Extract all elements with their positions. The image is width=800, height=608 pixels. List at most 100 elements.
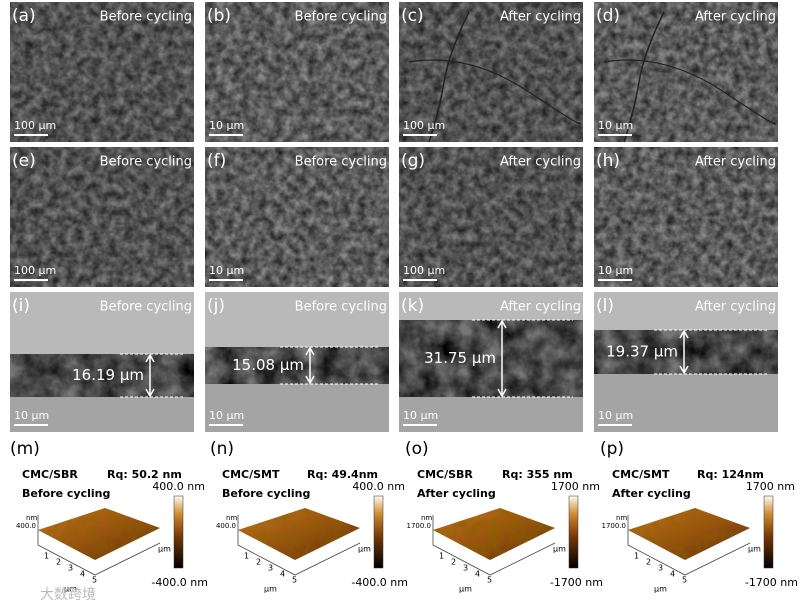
panel-label: (g): [401, 151, 425, 171]
substrate: [399, 397, 583, 432]
z-unit: nm: [26, 514, 37, 522]
sem-panel: (g) After cycling 100 μm: [399, 147, 583, 287]
crack: [623, 11, 665, 143]
crack: [428, 11, 470, 143]
x-tick: 2: [56, 558, 61, 567]
x-unit: μm: [264, 585, 277, 594]
sem-panel: (a) Before cycling 100 μm: [10, 2, 194, 142]
scale-label: 100 μm: [403, 119, 445, 132]
colorbar-max: 1700 nm: [746, 480, 795, 493]
arrow-head: [305, 346, 315, 385]
x-tick: 3: [68, 564, 73, 573]
scale-label: 10 μm: [403, 409, 438, 422]
panel-label: (a): [12, 6, 36, 26]
state-label: Before cycling: [295, 155, 387, 170]
surface-texture: [628, 508, 750, 560]
scale-label: 10 μm: [598, 264, 633, 277]
scale-label: 100 μm: [14, 119, 56, 132]
scale-label: 10 μm: [598, 409, 633, 422]
x-unit: μm: [654, 585, 667, 594]
colorbar-max: 1700 nm: [551, 480, 600, 493]
panel-label: (n): [210, 439, 234, 459]
arrow-head: [679, 329, 689, 375]
rq-label: Rq: 49.4nm: [307, 468, 378, 481]
state-label: After cycling: [500, 10, 581, 25]
panel-label: (o): [405, 439, 429, 459]
state-label: Before cycling: [295, 10, 387, 25]
state-label: Before cycling: [100, 10, 192, 25]
surface-texture: [433, 508, 555, 560]
x-unit: μm: [64, 585, 77, 594]
panel-label: (m): [10, 439, 40, 459]
state-label: Before cycling: [100, 300, 192, 315]
film-texture: [594, 330, 778, 374]
colorbar: [568, 495, 579, 569]
scale-label: 10 μm: [598, 119, 633, 132]
z-tick: 400.0: [16, 522, 36, 530]
panel-label: (h): [596, 151, 620, 171]
x-tick: 3: [463, 564, 468, 573]
colorbar-min: -1700 nm: [745, 576, 798, 589]
panel-label: (c): [401, 6, 424, 26]
sem-panel: (d) After cycling 10 μm: [594, 2, 778, 143]
surface-texture: [238, 508, 360, 560]
colorbar: [173, 495, 184, 569]
sem-panel: 16.19 μm (i) Before cycling 10 μm: [10, 292, 194, 432]
x-tick: 1: [244, 552, 249, 561]
state-label: After cycling: [612, 487, 691, 500]
scale-label: 100 μm: [403, 264, 445, 277]
sample-label: CMC/SBR: [22, 468, 78, 481]
film-texture: [10, 354, 194, 397]
x-tick: 1: [439, 552, 444, 561]
scale-label: 10 μm: [14, 409, 49, 422]
panel-label: (j): [207, 296, 225, 316]
thickness-label: 31.75 μm: [424, 349, 496, 367]
sem-panel: 15.08 μm (j) Before cycling 10 μm: [205, 292, 389, 432]
panel-label: (e): [12, 151, 36, 171]
colorbar-min: -400.0 nm: [151, 576, 208, 589]
x-tick: 2: [451, 558, 456, 567]
panel-label: (i): [12, 296, 30, 316]
substrate: [10, 397, 194, 432]
x-tick: 3: [658, 564, 663, 573]
sample-label: CMC/SMT: [222, 468, 280, 481]
y-unit: μm: [748, 545, 761, 554]
film-texture: [205, 347, 389, 384]
sem-panel: 31.75 μm (k) After cycling 10 μm: [399, 292, 583, 432]
afm-panel: (o) CMC/SBR Rq: 355 nm After cycling nm1700.…: [405, 439, 603, 594]
rq-label: Rq: 50.2 nm: [107, 468, 182, 481]
thickness-label: 15.08 μm: [232, 356, 304, 374]
sem-panel: (e) Before cycling 100 μm: [10, 147, 194, 287]
colorbar-min: -1700 nm: [550, 576, 603, 589]
colorbar: [763, 495, 774, 569]
colorbar-max: 400.0 nm: [152, 480, 205, 493]
thickness-label: 19.37 μm: [606, 343, 678, 361]
background: [10, 292, 194, 354]
surface-texture: [38, 508, 160, 560]
rq-label: Rq: 355 nm: [502, 468, 573, 481]
state-label: After cycling: [695, 10, 776, 25]
z-tick: 1700.0: [407, 522, 432, 530]
scale-label: 10 μm: [209, 264, 244, 277]
panel-label: (p): [600, 439, 624, 459]
x-unit: μm: [459, 585, 472, 594]
x-tick: 4: [80, 570, 85, 579]
x-tick: 3: [268, 564, 273, 573]
y-unit: μm: [158, 545, 171, 554]
sem-texture: [399, 147, 583, 287]
z-tick: 400.0: [216, 522, 236, 530]
state-label: Before cycling: [100, 155, 192, 170]
sem-texture: [205, 147, 389, 287]
scale-label: 100 μm: [14, 264, 56, 277]
x-tick: 2: [646, 558, 651, 567]
thickness-label: 16.19 μm: [72, 366, 144, 384]
sem-texture: [10, 2, 194, 142]
sem-panel: (h) After cycling 10 μm: [594, 147, 778, 287]
background: [205, 292, 389, 347]
background: [594, 292, 778, 330]
sem-texture: [10, 147, 194, 287]
crack: [408, 59, 581, 125]
afm-panel: (p) CMC/SMT Rq: 124nm After cycling nm1700.0…: [600, 439, 798, 594]
x-tick: 1: [44, 552, 49, 561]
